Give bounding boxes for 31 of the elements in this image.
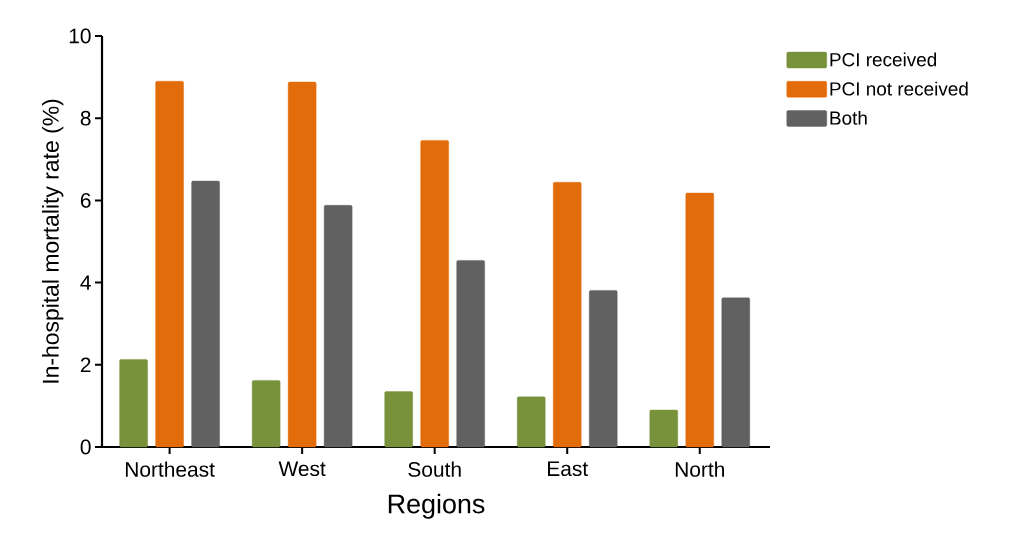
y-tick-label: 0 xyxy=(80,439,91,455)
x-tick-label: West xyxy=(278,461,326,477)
bar xyxy=(384,391,413,448)
y-tick-label: 6 xyxy=(80,192,91,208)
bar xyxy=(251,380,281,448)
bar xyxy=(721,297,750,448)
legend-label: PCI received xyxy=(830,52,937,67)
bar xyxy=(649,409,678,448)
bar xyxy=(119,359,148,448)
bar xyxy=(685,192,714,448)
y-tick-label: 10 xyxy=(69,28,91,44)
y-axis-title: In-hospital mortality rate (%) xyxy=(42,99,64,383)
legend-label: Both xyxy=(830,110,867,125)
x-tick-label: East xyxy=(548,461,588,477)
y-tick-label: 4 xyxy=(80,275,91,290)
x-tick-label: South xyxy=(408,461,461,477)
bar xyxy=(553,182,582,448)
bar xyxy=(323,205,353,448)
bar xyxy=(287,81,317,448)
bar xyxy=(191,180,220,448)
bar xyxy=(456,260,485,448)
x-axis-title: Regions xyxy=(388,493,485,519)
legend-label: PCI not received xyxy=(830,81,968,96)
x-tick-label: Northeast xyxy=(125,461,215,477)
bar xyxy=(155,80,184,448)
bar xyxy=(589,290,618,448)
x-tick-label: North xyxy=(675,461,724,477)
bar xyxy=(517,396,546,448)
y-tick-label: 8 xyxy=(80,110,91,126)
bar xyxy=(420,140,449,448)
y-tick-label: 2 xyxy=(80,357,91,373)
